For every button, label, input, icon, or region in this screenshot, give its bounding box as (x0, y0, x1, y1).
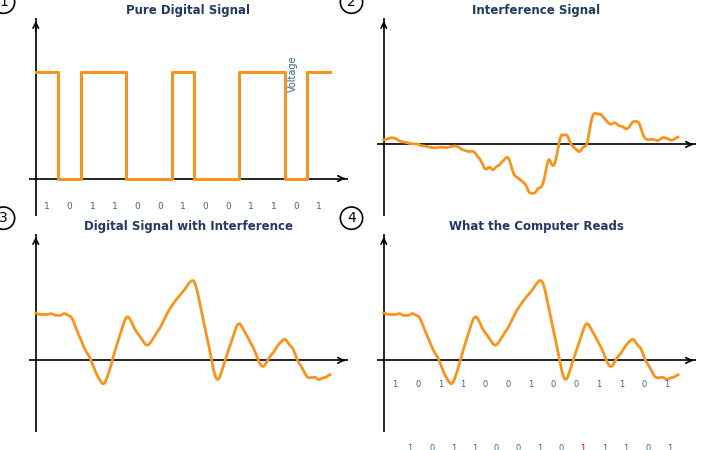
Text: 0: 0 (157, 202, 163, 211)
Text: 1: 1 (666, 444, 672, 450)
Text: Time: Time (525, 236, 548, 246)
Text: 1: 1 (460, 380, 465, 389)
Text: 1: 1 (180, 202, 186, 211)
Text: 1: 1 (407, 444, 413, 450)
Text: 1: 1 (624, 444, 629, 450)
Text: 0: 0 (559, 444, 564, 450)
Text: 2: 2 (347, 0, 356, 9)
Text: 0: 0 (494, 444, 499, 450)
Text: 1: 1 (392, 380, 398, 389)
Text: 1: 1 (0, 0, 8, 9)
Text: 0: 0 (415, 380, 420, 389)
Text: 0: 0 (202, 202, 208, 211)
Text: 1: 1 (89, 202, 95, 211)
Text: 3: 3 (0, 211, 8, 225)
Text: 0: 0 (483, 380, 488, 389)
Title: Pure Digital Signal: Pure Digital Signal (126, 4, 251, 17)
Text: 1: 1 (529, 380, 534, 389)
Text: 0: 0 (642, 380, 647, 389)
Text: 1: 1 (537, 444, 542, 450)
Title: Digital Signal with Interference: Digital Signal with Interference (84, 220, 293, 233)
Text: 1: 1 (44, 202, 50, 211)
Text: 1: 1 (315, 202, 321, 211)
Text: 0: 0 (573, 380, 579, 389)
Text: Voltage: Voltage (288, 55, 298, 92)
Text: 1: 1 (602, 444, 607, 450)
Text: 1: 1 (596, 380, 601, 389)
Title: Interference Signal: Interference Signal (473, 4, 600, 17)
Text: 1: 1 (112, 202, 118, 211)
Text: Time: Time (177, 242, 200, 252)
Text: 0: 0 (67, 202, 73, 211)
Text: 4: 4 (347, 211, 356, 225)
Text: 1: 1 (580, 444, 586, 450)
Title: What the Computer Reads: What the Computer Reads (449, 220, 624, 233)
Text: 0: 0 (135, 202, 141, 211)
Text: 0: 0 (645, 444, 650, 450)
Text: 0: 0 (515, 444, 521, 450)
Text: 0: 0 (505, 380, 511, 389)
Text: 1: 1 (248, 202, 254, 211)
Text: 0: 0 (293, 202, 299, 211)
Text: 0: 0 (551, 380, 556, 389)
Text: 1: 1 (451, 444, 456, 450)
Text: 1: 1 (472, 444, 478, 450)
Text: 1: 1 (438, 380, 443, 389)
Text: 1: 1 (618, 380, 624, 389)
Text: 1: 1 (270, 202, 276, 211)
Text: 1: 1 (664, 380, 669, 389)
Text: 0: 0 (225, 202, 231, 211)
Text: 0: 0 (429, 444, 434, 450)
